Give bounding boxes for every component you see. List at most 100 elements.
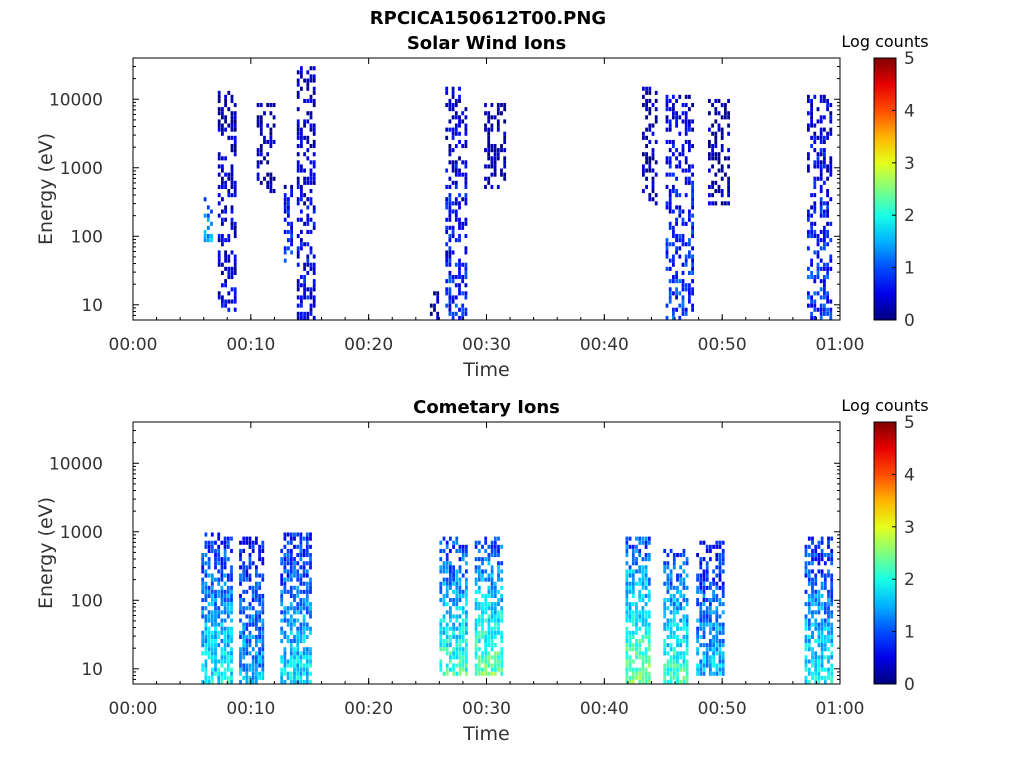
data-cell bbox=[705, 561, 709, 566]
data-cell bbox=[718, 565, 722, 570]
data-cell bbox=[644, 585, 648, 590]
data-cell bbox=[296, 287, 300, 292]
data-cell bbox=[724, 115, 727, 120]
data-cell bbox=[682, 634, 686, 639]
data-cell bbox=[458, 139, 461, 144]
data-cell bbox=[672, 557, 676, 562]
data-cell bbox=[312, 78, 316, 83]
data-cell bbox=[454, 295, 458, 300]
data-cell bbox=[696, 577, 699, 582]
data-cell bbox=[474, 544, 478, 549]
data-cell bbox=[497, 610, 500, 615]
data-cell bbox=[306, 229, 310, 234]
data-cell bbox=[458, 606, 462, 611]
data-cell bbox=[477, 589, 481, 594]
data-cell bbox=[813, 135, 817, 140]
data-cell bbox=[638, 651, 642, 656]
data-cell bbox=[217, 532, 221, 537]
data-cell bbox=[230, 205, 234, 210]
data-cell bbox=[708, 184, 711, 189]
data-cell bbox=[309, 262, 313, 267]
data-cell bbox=[807, 213, 810, 218]
data-cell bbox=[638, 565, 642, 570]
data-cell bbox=[289, 618, 293, 623]
data-cell bbox=[721, 593, 725, 598]
data-cell bbox=[258, 557, 261, 562]
data-cell bbox=[638, 655, 642, 660]
data-cell bbox=[820, 618, 824, 623]
data-cell bbox=[280, 561, 284, 566]
data-cell bbox=[481, 602, 484, 607]
data-cell bbox=[207, 626, 211, 631]
data-cell bbox=[283, 553, 287, 558]
data-cell bbox=[820, 647, 824, 652]
data-cell bbox=[210, 598, 214, 603]
data-cell bbox=[682, 667, 686, 672]
data-cell bbox=[255, 675, 258, 680]
data-cell bbox=[465, 602, 468, 607]
data-cell bbox=[647, 540, 651, 545]
data-cell bbox=[484, 618, 488, 623]
data-cell bbox=[500, 103, 503, 108]
data-cell bbox=[678, 254, 682, 259]
data-cell bbox=[679, 655, 683, 660]
data-cell bbox=[245, 639, 249, 644]
data-cell bbox=[813, 299, 817, 304]
data-cell bbox=[442, 647, 446, 652]
data-cell bbox=[500, 144, 503, 149]
data-cell bbox=[283, 606, 287, 611]
data-cell bbox=[449, 639, 452, 644]
data-cell bbox=[718, 553, 722, 558]
data-cell bbox=[705, 565, 709, 570]
data-cell bbox=[487, 639, 491, 644]
data-cell bbox=[823, 679, 827, 684]
data-cell bbox=[819, 98, 823, 103]
data-cell bbox=[651, 131, 655, 136]
data-cell bbox=[830, 671, 834, 676]
data-cell bbox=[487, 152, 491, 157]
data-cell bbox=[811, 614, 814, 619]
data-cell bbox=[641, 536, 645, 541]
data-cell bbox=[305, 606, 309, 611]
data-cell bbox=[647, 647, 651, 652]
data-cell bbox=[442, 569, 446, 574]
data-cell bbox=[305, 622, 309, 627]
data-cell bbox=[230, 577, 233, 582]
data-cell bbox=[464, 246, 468, 251]
data-cell bbox=[464, 307, 468, 312]
data-cell bbox=[672, 111, 675, 116]
data-cell bbox=[625, 569, 629, 574]
data-cell bbox=[811, 655, 814, 660]
data-cell bbox=[819, 205, 823, 210]
data-cell bbox=[685, 634, 689, 639]
data-cell bbox=[224, 250, 227, 255]
data-cell bbox=[451, 127, 455, 132]
data-cell bbox=[293, 593, 296, 598]
data-cell bbox=[675, 287, 678, 292]
data-cell bbox=[493, 548, 497, 553]
data-cell bbox=[302, 626, 306, 631]
data-cell bbox=[699, 589, 703, 594]
data-cell bbox=[727, 123, 730, 128]
data-cell bbox=[452, 569, 455, 574]
data-cell bbox=[628, 585, 632, 590]
data-cell bbox=[641, 598, 645, 603]
data-cell bbox=[678, 213, 682, 218]
data-cell bbox=[708, 168, 711, 173]
data-cell bbox=[461, 172, 465, 177]
data-cell bbox=[306, 217, 310, 222]
data-cell bbox=[203, 234, 207, 239]
data-cell bbox=[230, 618, 233, 623]
data-cell bbox=[248, 602, 252, 607]
data-cell bbox=[210, 614, 214, 619]
data-cell bbox=[293, 598, 296, 603]
data-cell bbox=[289, 553, 293, 558]
panel-cometary: 00:00 00:10 00:20 00:30 00:40 00:50 01:0010100… bbox=[35, 396, 929, 745]
data-cell bbox=[309, 659, 312, 664]
data-cell bbox=[635, 655, 638, 660]
data-cell bbox=[201, 679, 205, 684]
data-cell bbox=[503, 131, 507, 136]
data-cell bbox=[306, 295, 310, 300]
data-cell bbox=[827, 618, 830, 623]
data-cell bbox=[303, 287, 306, 292]
